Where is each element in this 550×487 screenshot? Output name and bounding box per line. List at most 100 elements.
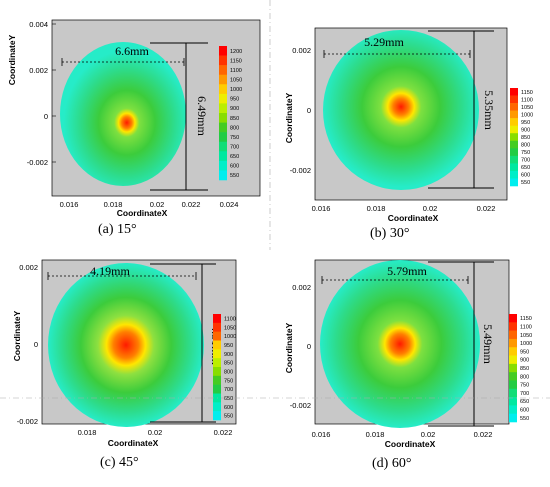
melt-pool-contour [48,263,204,427]
melt-pool-contour [323,30,479,190]
x-tick-label: 0.022 [214,428,233,437]
y-ticks: 0.004 0.002 0 -0.002 [27,20,56,167]
legend-label: 850 [230,116,239,122]
legend-swatch [510,118,518,126]
x-tick-label: 0.016 [60,200,79,209]
legend-swatch [510,88,518,96]
legend-label: 1050 [230,78,242,84]
legend-swatch [219,113,227,123]
y-tick-label: 0.002 [292,283,311,292]
contour-panel-c: 0.002 0 -0.002 0.018 0.02 0.022 Coordina… [0,250,270,487]
caption-c: (c) 45° [100,455,139,470]
legend-label: 850 [521,135,530,141]
height-dimension: 5.49mm [428,261,495,427]
x-tick-label: 0.018 [104,200,123,209]
legend-label: 1150 [521,90,533,96]
legend-label: 950 [224,343,233,349]
legend-label: 950 [230,97,239,103]
legend-swatch [509,413,517,423]
legend-swatch [219,170,227,181]
legend-label: 1000 [230,87,242,93]
x-tick-label: 0.02 [423,204,438,213]
legend-label: 1000 [521,112,533,118]
x-tick-label: 0.018 [367,204,386,213]
legend-label: 1150 [520,316,532,322]
legend-label: 700 [520,391,529,397]
width-label: 6.6mm [115,44,149,58]
legend-label: 1050 [520,333,532,339]
melt-pool-contour [320,260,480,428]
contour-panel-d: 0.002 0 -0.002 0.016 0.018 0.02 0.022 Co… [278,250,550,487]
y-tick-label: 0.002 [292,46,311,55]
legend-swatch [510,140,518,149]
legend-swatch [219,122,227,133]
melt-pool-contour [60,42,186,186]
legend-label: 1100 [521,97,533,103]
width-label: 5.79mm [387,264,427,278]
height-dimension: 5.35mm [428,30,496,189]
legend-swatch [219,55,227,66]
legend-label: 550 [230,173,239,179]
legend-swatch [213,322,221,332]
legend-swatch [213,375,221,385]
x-tick-label: 0.02 [421,430,436,439]
legend-swatch [509,405,517,414]
legend-swatch [509,322,517,331]
y-tick-label: 0 [34,340,38,349]
legend-label: 750 [224,378,233,384]
legend-label: 1100 [520,324,532,330]
x-tick-label: 0.018 [366,430,385,439]
legend-swatch [509,355,517,365]
legend-swatch [510,110,518,119]
y-axis-label: CoordinateY [284,322,294,373]
width-dimension: 4.19mm [47,264,197,280]
legend-swatch [219,74,227,85]
height-label: 6.49mm [195,96,209,136]
legend-swatch [510,170,518,179]
legend-swatch [219,103,227,114]
legend-label: 750 [521,150,530,156]
contour-plot-d: 0.002 0 -0.002 0.016 0.018 0.02 0.022 Co… [284,259,532,449]
legend-label: 550 [224,414,233,420]
legend-swatch [510,103,518,111]
caption-d: (d) 60° [372,456,412,471]
legend-swatch [219,132,227,143]
legend-swatch [213,314,221,324]
y-tick-label: 0.002 [29,66,48,75]
legend-label: 650 [230,154,239,160]
legend-label: 800 [520,374,529,380]
y-ticks: 0.002 0 -0.002 [290,283,311,410]
legend-swatch [509,330,517,340]
legend-swatch [509,372,517,381]
legend-label: 600 [224,405,233,411]
legend-label: 650 [224,396,233,402]
width-dimension: 5.29mm [323,35,471,58]
x-tick-label: 0.018 [78,428,97,437]
legend-swatch [219,84,227,95]
legend-swatch [510,133,518,142]
color-legend: 1150 1100 1050 1000 950 900 850 800 750 700 650 600… [509,314,532,423]
y-ticks: 0.002 0 -0.002 [290,46,311,175]
legend-label: 1100 [230,68,242,74]
legend-swatch [509,338,517,348]
y-tick-label: 0 [307,106,311,115]
legend-swatch [509,397,517,406]
legend-swatch [213,349,221,359]
y-axis-label: CoordinateY [7,34,17,85]
legend-swatch [219,151,227,162]
legend-label: 1000 [224,334,236,340]
width-dimension: 5.79mm [321,264,469,284]
legend-swatch [509,388,517,398]
y-axis-label: CoordinateY [284,92,294,143]
x-axis-label: CoordinateX [388,213,439,223]
legend-swatch [509,380,517,390]
legend-label: 850 [224,361,233,367]
legend-swatch [510,148,518,157]
legend-label: 900 [224,352,233,358]
legend-label: 900 [520,358,529,364]
legend-label: 700 [230,145,239,151]
width-label: 5.29mm [364,35,404,49]
x-tick-label: 0.016 [312,204,331,213]
legend-swatch [219,46,227,56]
legend-label: 800 [521,143,530,149]
